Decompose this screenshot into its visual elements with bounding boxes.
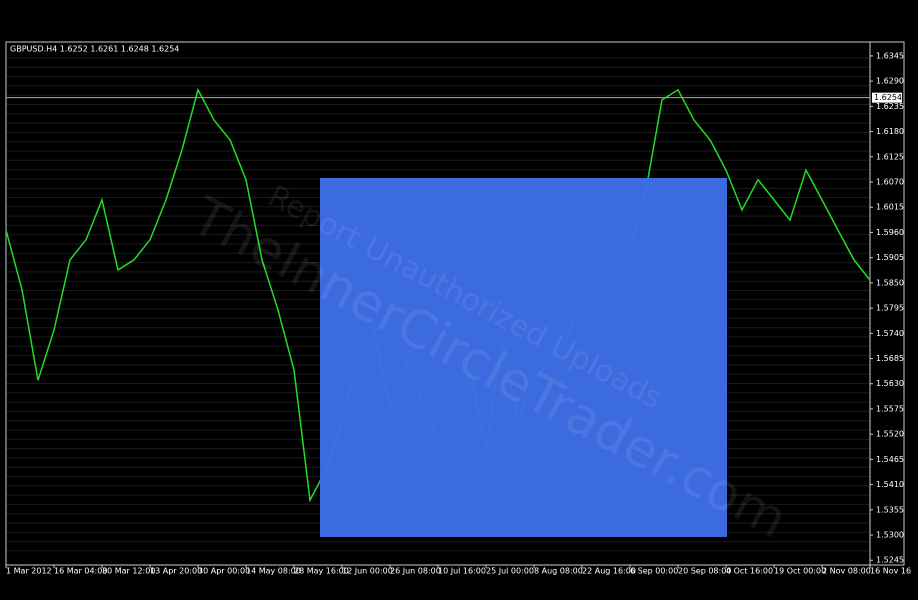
- x-tick-label: 10 Jul 16:00: [438, 567, 486, 576]
- x-tick-label: 6 Sep 00:00: [630, 567, 678, 576]
- y-tick-label: 1.5410: [876, 480, 904, 489]
- x-tick-label: 26 Jun 08:00: [390, 567, 441, 576]
- x-tick-label: 1 Mar 2012: [6, 567, 52, 576]
- x-tick-label: 4 Oct 16:00: [726, 567, 773, 576]
- x-tick-label: 22 Aug 16:00: [582, 567, 636, 576]
- current-price-label: 1.6254: [874, 93, 902, 102]
- y-tick-label: 1.5795: [876, 304, 904, 313]
- y-tick-label: 1.5960: [876, 228, 904, 237]
- y-tick-label: 1.6235: [876, 102, 904, 111]
- y-tick-label: 1.5465: [876, 455, 904, 464]
- frame: [5, 41, 905, 566]
- y-tick-label: 1.6125: [876, 152, 904, 161]
- current-price-box: [872, 92, 902, 103]
- x-tick-label: 2 Nov 08:00: [822, 567, 871, 576]
- y-tick-label: 1.5245: [876, 556, 904, 565]
- x-tick-label: 16 Mar 04:00: [54, 567, 107, 576]
- chart-title: GBPUSD.H4 1.6252 1.6261 1.6248 1.6254: [10, 45, 179, 54]
- y-tick-label: 1.6070: [876, 178, 904, 187]
- x-tick-label: 12 Jun 00:00: [342, 567, 393, 576]
- x-tick-label: 8 Aug 08:00: [534, 567, 583, 576]
- cover-box: [320, 178, 727, 537]
- y-tick-label: 1.5300: [876, 531, 904, 540]
- x-tick-label: 13 Apr 20:00: [150, 567, 202, 576]
- x-tick-label: 14 May 08:00: [246, 567, 301, 576]
- y-tick-label: 1.5905: [876, 253, 904, 262]
- y-tick-label: 1.5685: [876, 354, 904, 363]
- y-tick-label: 1.5630: [876, 379, 904, 388]
- y-tick-label: 1.5520: [876, 430, 904, 439]
- x-tick-label: 28 May 16:00: [294, 567, 349, 576]
- x-tick-label: 20 Sep 08:00: [678, 567, 731, 576]
- y-tick-label: 1.5355: [876, 505, 904, 514]
- y-tick-label: 1.6015: [876, 203, 904, 212]
- y-tick-label: 1.6290: [876, 77, 904, 86]
- y-tick-label: 1.5575: [876, 404, 904, 413]
- x-tick-label: 16 Nov 16: [870, 567, 911, 576]
- x-tick-label: 30 Apr 00:00: [198, 567, 250, 576]
- x-tick-label: 25 Jul 00:00: [486, 567, 534, 576]
- y-tick-label: 1.5740: [876, 329, 904, 338]
- x-tick-label: 30 Mar 12:00: [102, 567, 155, 576]
- x-tick-label: 19 Oct 00:00: [774, 567, 826, 576]
- y-tick-label: 1.6345: [876, 51, 904, 60]
- y-tick-label: 1.6180: [876, 127, 904, 136]
- y-tick-label: 1.5850: [876, 278, 904, 287]
